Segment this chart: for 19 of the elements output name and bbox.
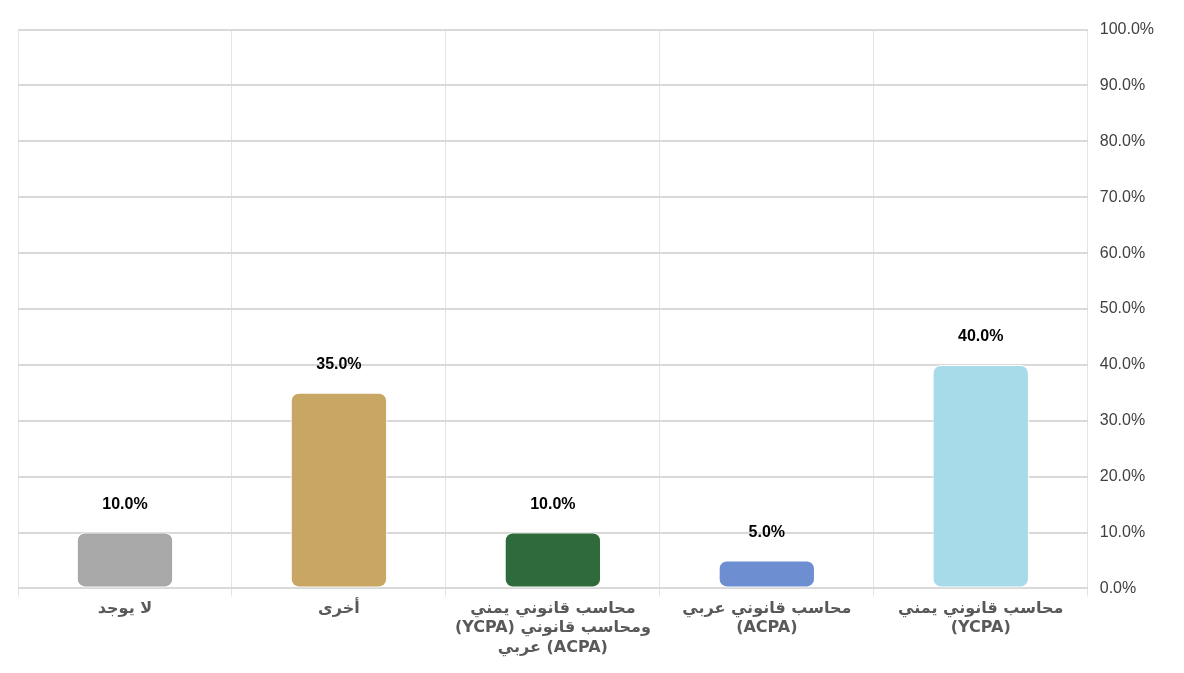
data-label: 10.0% bbox=[530, 494, 576, 512]
y-tick-label: 90.0% bbox=[1099, 75, 1146, 93]
data-label: 40.0% bbox=[958, 327, 1004, 345]
y-tick-label: 40.0% bbox=[1099, 355, 1146, 373]
x-tick-label: أخرى bbox=[318, 597, 360, 618]
y-tick-label: 0.0% bbox=[1099, 578, 1137, 596]
y-tick-label: 20.0% bbox=[1099, 467, 1146, 485]
data-label: 5.0% bbox=[748, 522, 786, 540]
x-tick-label: محاسب قانوني يمني (YCPA) ومحاسب قانوني عربي (ACPA) bbox=[454, 598, 651, 657]
data-label: 10.0% bbox=[102, 494, 148, 512]
y-tick-label: 100.0% bbox=[1099, 20, 1154, 38]
y-tick-label: 10.0% bbox=[1099, 522, 1146, 540]
y-tick-label: 50.0% bbox=[1099, 299, 1146, 317]
y-tick-label: 60.0% bbox=[1099, 243, 1146, 261]
y-tick-label: 80.0% bbox=[1099, 131, 1146, 149]
y-tick-label: 70.0% bbox=[1099, 187, 1146, 205]
x-tick-label: لا يوجد bbox=[97, 598, 153, 618]
data-label: 35.0% bbox=[316, 355, 362, 373]
y-tick-label: 30.0% bbox=[1099, 411, 1146, 429]
